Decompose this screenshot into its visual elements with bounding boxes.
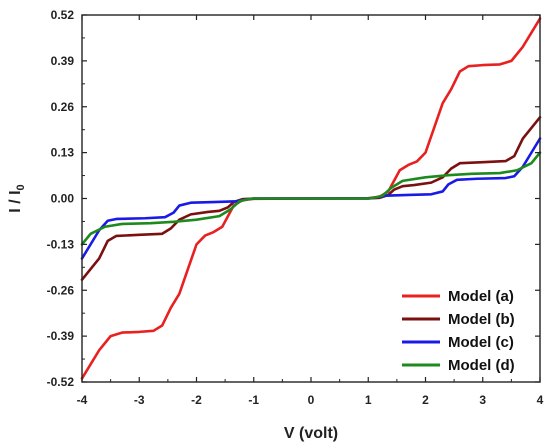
x-tick-label: 1 [365, 393, 372, 407]
x-axis-title: V (volt) [284, 425, 338, 442]
legend-label: Model (c) [448, 334, 514, 351]
x-tick-label: 2 [422, 393, 429, 407]
y-tick-label: -0.13 [47, 237, 75, 251]
x-tick-label: 4 [537, 393, 544, 407]
y-tick-label: 0.26 [51, 100, 75, 114]
axis-ticks [81, 14, 541, 383]
legend: Model (a) Model (b) Model (c) Model (d) [402, 288, 515, 374]
y-tick-label: 0.39 [51, 54, 75, 68]
y-axis-title-subscript: 0 [15, 184, 27, 190]
legend-label: Model (a) [448, 288, 514, 305]
y-tick-label: 0.52 [51, 8, 75, 22]
x-tick-label: -4 [77, 393, 88, 407]
y-tick-label: 0.00 [51, 192, 75, 206]
series-layer [80, 17, 542, 380]
y-tick-label: -0.26 [47, 283, 75, 297]
y-tick-labels: 0.52 0.39 0.26 0.13 0.00 -0.13 -0.26 -0.39 -0.52 [47, 8, 75, 389]
x-tick-label: -3 [134, 393, 145, 407]
legend-label: Model (b) [448, 311, 515, 328]
series-line-4 [80, 151, 542, 246]
y-axis-title-main: I / I [7, 190, 24, 212]
y-tick-label: 0.13 [51, 146, 75, 160]
x-tick-label: -2 [191, 393, 202, 407]
y-tick-label: -0.52 [47, 375, 75, 389]
x-tick-label: 0 [308, 393, 315, 407]
y-tick-label: -0.39 [47, 329, 75, 343]
x-tick-label: -1 [248, 393, 259, 407]
y-axis-title: I / I0 [7, 184, 27, 212]
legend-label: Model (d) [448, 357, 515, 374]
x-tick-label: 3 [479, 393, 486, 407]
x-tick-labels: -4 -3 -2 -1 0 1 2 3 4 [77, 393, 544, 407]
